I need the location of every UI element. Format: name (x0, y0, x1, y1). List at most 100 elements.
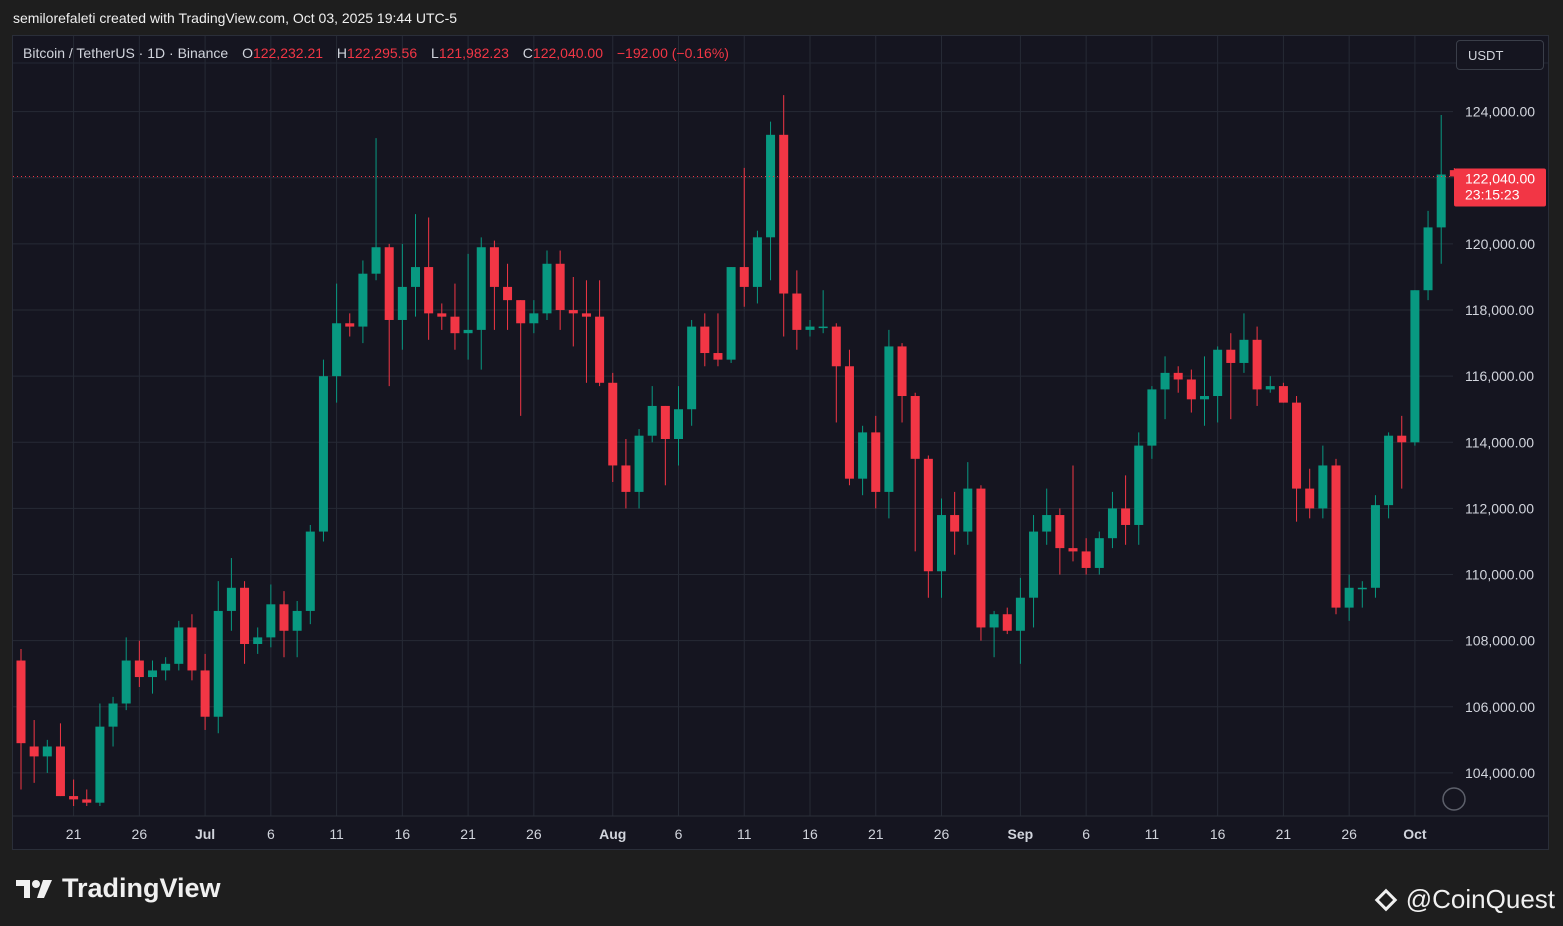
candle-up (687, 326, 697, 410)
candle-down (1305, 488, 1315, 509)
x-tick-label: 6 (1082, 826, 1090, 842)
candle-down (279, 604, 289, 631)
candle-up (858, 432, 868, 479)
candle-up (292, 610, 302, 631)
candle-up (989, 614, 999, 628)
candle-down (450, 316, 460, 334)
candle-up (148, 670, 157, 678)
candle-up (1094, 538, 1104, 568)
scroll-realtime-icon[interactable] (1442, 787, 1466, 811)
candle-up (1423, 227, 1433, 291)
close-value: 122,040.00 (532, 45, 603, 61)
candle-up (318, 376, 328, 532)
x-tick-label: Jul (195, 826, 215, 842)
candle-up (161, 663, 171, 671)
symbol-name[interactable]: Bitcoin / TetherUS · 1D · Binance (23, 45, 229, 61)
candle-down (581, 313, 591, 317)
coinquest-watermark: @CoinQuest (1374, 884, 1555, 915)
candle-down (240, 587, 250, 644)
candle-up (1160, 372, 1170, 390)
candle-down (55, 746, 65, 797)
candle-up (1384, 435, 1394, 506)
tradingview-logo[interactable]: TradingView (16, 873, 221, 904)
x-tick-label: 21 (66, 826, 82, 842)
x-tick-label: Aug (599, 826, 626, 842)
candle-up (463, 329, 473, 334)
candle-up (305, 531, 315, 611)
y-tick-label: 120,000.00 (1465, 236, 1535, 252)
candle-down (871, 432, 881, 492)
high-value: 122,295.56 (347, 45, 418, 61)
candle-up (213, 610, 223, 717)
y-tick-label: 114,000.00 (1465, 434, 1534, 450)
currency-button[interactable]: USDT (1456, 40, 1544, 70)
candle-down (555, 263, 565, 311)
candle-up (42, 746, 52, 757)
candle-up (805, 326, 815, 330)
close-label: C (522, 45, 533, 61)
chart-pane[interactable]: 104,000.00 106,000.00 108,000.00 110,000.00… (12, 35, 1549, 850)
y-tick-label: 116,000.00 (1465, 368, 1534, 384)
candle-down (700, 326, 710, 354)
low-value: 121,982.23 (438, 45, 509, 61)
candle-up (726, 267, 736, 360)
candle-up (108, 703, 118, 727)
candle-up (253, 637, 263, 644)
tradingview-mark-icon (16, 879, 52, 898)
candle-down (831, 326, 841, 367)
candle-down (1081, 551, 1091, 568)
candle-down (29, 746, 39, 757)
candle-up (529, 313, 539, 324)
candle-down (489, 247, 499, 287)
diamond-icon (1374, 888, 1398, 911)
x-tick-label: 21 (460, 826, 476, 842)
y-tick-label: 112,000.00 (1465, 500, 1534, 516)
y-tick-label: 104,000.00 (1465, 765, 1535, 781)
candle-up (1015, 597, 1025, 631)
candle-up (121, 660, 131, 704)
candle-down (82, 799, 92, 803)
x-tick-label: 26 (132, 826, 148, 842)
last-price-tag (1454, 168, 1546, 207)
x-tick-label: 6 (267, 826, 275, 842)
candle-down (897, 346, 907, 397)
x-tick-label: 11 (329, 826, 344, 842)
candle-up (332, 323, 342, 377)
y-tick-label: 108,000.00 (1465, 633, 1535, 649)
candle-down (792, 293, 802, 330)
candle-up (1344, 587, 1354, 608)
candle-up (371, 247, 381, 274)
candle-up (1042, 515, 1052, 532)
scroll-realtime-ring (1442, 787, 1466, 811)
candle-down (608, 382, 618, 466)
candle-down (1068, 548, 1078, 552)
candle-up (542, 263, 552, 314)
candlestick-chart[interactable]: 104,000.00 106,000.00 108,000.00 110,000.00… (13, 36, 1548, 849)
symbol-legend: Bitcoin / TetherUS · 1D · Binance O122,2… (23, 45, 739, 61)
candle-up (818, 326, 828, 329)
candle-down (503, 286, 513, 301)
open-label: O (242, 45, 253, 61)
candle-up (937, 515, 946, 572)
candle-down (1331, 465, 1341, 608)
open-value: 122,232.21 (252, 45, 324, 61)
candle-up (1370, 505, 1380, 588)
candle-up (752, 237, 762, 287)
candle-down (1278, 386, 1288, 403)
candle-down (1055, 515, 1065, 549)
candle-up (226, 587, 236, 611)
y-tick-label: 124,000.00 (1465, 104, 1535, 120)
x-tick-label: 6 (675, 826, 683, 842)
x-tick-label: 26 (1341, 826, 1357, 842)
candle-up (674, 409, 683, 439)
tradingview-brand: TradingView (62, 873, 221, 903)
candle-down (187, 627, 197, 671)
high-label: H (336, 45, 348, 61)
candle-up (1147, 389, 1157, 446)
candle-up (1200, 396, 1209, 400)
candle-down (660, 405, 670, 439)
candle-up (266, 604, 276, 638)
candle-up (358, 273, 368, 327)
candle-up (174, 627, 184, 664)
y-tick-label: 106,000.00 (1465, 699, 1535, 715)
